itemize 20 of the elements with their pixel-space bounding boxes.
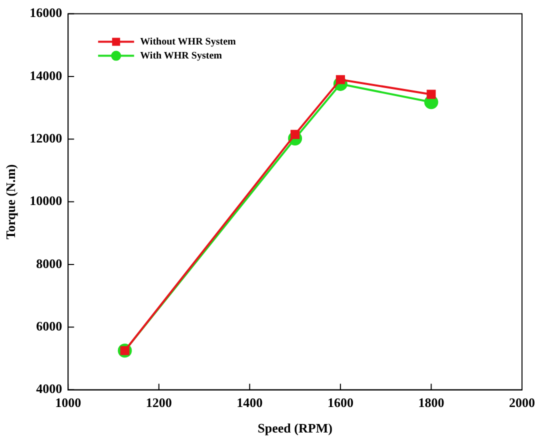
y-tick-label: 8000: [36, 256, 62, 271]
y-tick-label: 16000: [30, 5, 62, 20]
x-axis-title: Speed (RPM): [258, 420, 332, 436]
x-tick-label: 1000: [55, 394, 82, 410]
y-tick-label: 10000: [30, 193, 62, 208]
y-tick-label: 14000: [30, 68, 62, 83]
point: [426, 90, 436, 99]
x-tick-label: 1200: [146, 394, 172, 410]
x-tick-label: 2000: [509, 394, 535, 410]
y-tick-label: 6000: [36, 318, 62, 334]
legend-label: Without WHR System: [140, 36, 237, 48]
y-axis-title: Torque (N.m): [3, 164, 18, 240]
point: [336, 75, 345, 84]
x-tick-label: 1400: [236, 394, 263, 410]
y-tick-label: 4000: [36, 381, 62, 396]
y-tick-label: 12000: [30, 130, 62, 146]
x-tick-label: 1600: [327, 394, 354, 410]
point: [290, 130, 300, 139]
legend-label: With WHR System: [140, 50, 223, 62]
x-tick-label: 1800: [418, 394, 444, 410]
